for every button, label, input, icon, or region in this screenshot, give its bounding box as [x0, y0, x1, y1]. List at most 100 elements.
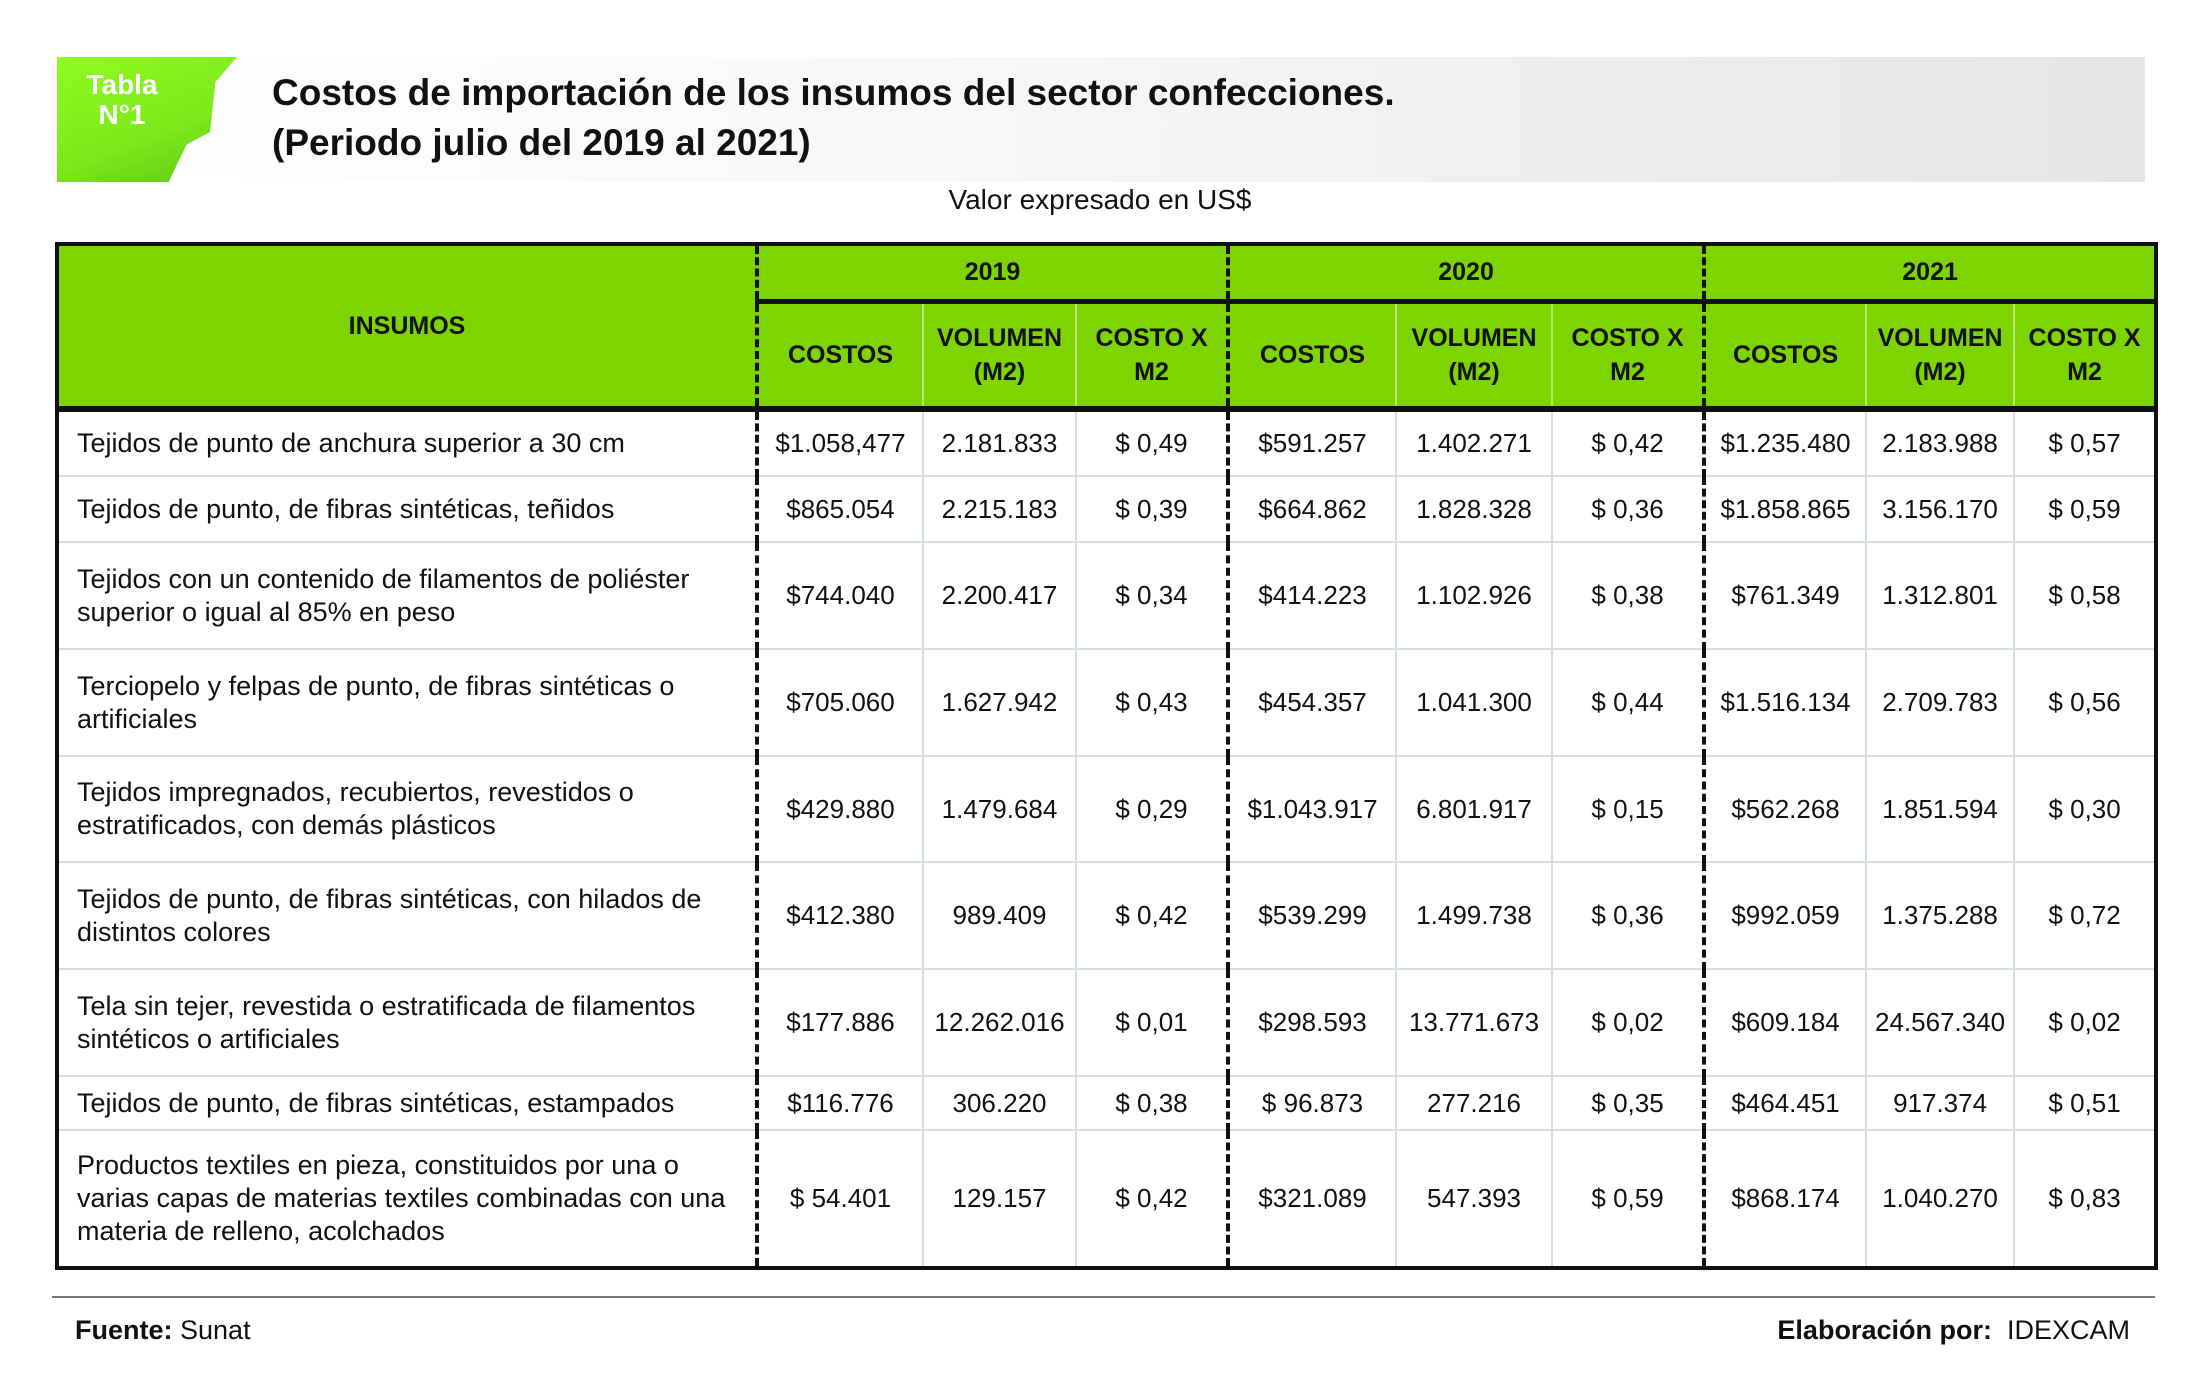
- source-label: Fuente:: [75, 1315, 173, 1345]
- subheader-line: (M2): [1914, 357, 1966, 386]
- insumo-cell: Tejidos de punto, de fibras sintéticas, …: [56, 1075, 758, 1131]
- value-cell-costos-2020: $664.862: [1226, 475, 1398, 543]
- value-cell-volumen-m2-2019: 989.409: [922, 861, 1077, 970]
- subheader-volumen-m2-2020: VOLUMEN (M2): [1395, 298, 1554, 412]
- value-cell-costo-x-m2-2021: $ 0,51: [2013, 1075, 2158, 1131]
- value-cell-costo-x-m2-2020: $ 0,38: [1551, 541, 1706, 650]
- badge-line2: N°1: [98, 99, 146, 130]
- subheader-line: M2: [2067, 357, 2102, 386]
- year-header-row: INSUMOS 2019 2020 2021: [56, 243, 2158, 412]
- value-cell-costo-x-m2-2020: $ 0,36: [1551, 475, 1706, 543]
- insumo-cell: Tejidos de punto, de fibras sintéticas, …: [56, 475, 758, 543]
- value-cell-costo-x-m2-2019: $ 0,42: [1074, 861, 1230, 970]
- costs-table: INSUMOS 2019 2020 2021 COSTOS VOLUMEN (M2) COST…: [55, 242, 2159, 1270]
- value-cell-costos-2020: $1.043.917: [1226, 755, 1398, 863]
- value-cell-volumen-m2-2021: 2.709.783: [1865, 648, 2016, 757]
- value-cell-costos-2019: $705.060: [755, 648, 924, 757]
- value-cell-costo-x-m2-2019: $ 0,42: [1074, 1129, 1230, 1269]
- table-row: Tejidos con un contenido de filamentos d…: [56, 541, 2158, 650]
- subheader-line: M2: [1134, 357, 1169, 386]
- value-cell-costos-2021: $1.858.865: [1702, 475, 1868, 543]
- value-cell-costos-2019: $865.054: [755, 475, 924, 543]
- value-cell-volumen-m2-2021: 1.312.801: [1865, 541, 2016, 650]
- made-by: Elaboración por: IDEXCAM: [1777, 1315, 2130, 1346]
- subheader-volumen-m2-2019: VOLUMEN (M2): [922, 298, 1077, 412]
- subheader-line: COSTOS: [787, 340, 894, 369]
- value-cell-costo-x-m2-2021: $ 0,58: [2013, 541, 2158, 650]
- subheader-line: COSTO X: [2028, 323, 2141, 352]
- value-cell-volumen-m2-2020: 1.102.926: [1395, 541, 1554, 650]
- table-row: Tejidos de punto, de fibras sintéticas, …: [56, 475, 2158, 543]
- value-cell-costo-x-m2-2020: $ 0,59: [1551, 1129, 1706, 1269]
- value-cell-volumen-m2-2019: 2.181.833: [922, 408, 1077, 477]
- subheader-costo-x-m2-2020: COSTO X M2: [1551, 298, 1706, 412]
- value-cell-volumen-m2-2020: 13.771.673: [1395, 968, 1554, 1077]
- insumo-cell: Tejidos impregnados, recubiertos, revest…: [56, 755, 758, 863]
- value-cell-volumen-m2-2021: 1.851.594: [1865, 755, 2016, 863]
- subheader-line: (M2): [973, 357, 1026, 386]
- value-cell-volumen-m2-2021: 3.156.170: [1865, 475, 2016, 543]
- insumo-cell: Tejidos de punto de anchura superior a 3…: [56, 408, 758, 477]
- subheader-costo-x-m2-2019: COSTO X M2: [1074, 298, 1230, 412]
- insumo-cell: Tela sin tejer, revestida o estratificad…: [56, 968, 758, 1077]
- value-cell-costos-2021: $992.059: [1702, 861, 1868, 970]
- title-line2: (Periodo julio del 2019 al 2021): [272, 122, 811, 163]
- insumo-cell: Tejidos de punto, de fibras sintéticas, …: [56, 861, 758, 970]
- value-cell-volumen-m2-2021: 917.374: [1865, 1075, 2016, 1131]
- table-row: Tejidos impregnados, recubiertos, revest…: [56, 755, 2158, 863]
- value-cell-costo-x-m2-2019: $ 0,49: [1074, 408, 1230, 477]
- value-cell-volumen-m2-2020: 547.393: [1395, 1129, 1554, 1269]
- table-row: Tejidos de punto, de fibras sintéticas, …: [56, 861, 2158, 970]
- value-cell-costo-x-m2-2021: $ 0,83: [2013, 1129, 2158, 1269]
- value-cell-costo-x-m2-2020: $ 0,42: [1551, 408, 1706, 477]
- value-cell-volumen-m2-2020: 1.828.328: [1395, 475, 1554, 543]
- table-row: Tejidos de punto, de fibras sintéticas, …: [56, 1075, 2158, 1131]
- insumo-cell: Terciopelo y felpas de punto, de fibras …: [56, 648, 758, 757]
- subheader-volumen-m2-2021: VOLUMEN (M2): [1865, 298, 2016, 412]
- value-cell-volumen-m2-2020: 6.801.917: [1395, 755, 1554, 863]
- table-badge-text: Tabla N°1: [62, 70, 182, 130]
- value-cell-costo-x-m2-2019: $ 0,01: [1074, 968, 1230, 1077]
- year-header-2019: 2019: [754, 243, 1230, 302]
- subheader-line: VOLUMEN: [1877, 323, 2003, 352]
- subheader-line: M2: [1610, 357, 1645, 386]
- value-cell-volumen-m2-2019: 129.157: [922, 1129, 1077, 1269]
- subheader-costo-x-m2-2021: COSTO X M2: [2013, 298, 2158, 412]
- value-cell-costos-2019: $744.040: [755, 541, 924, 650]
- value-cell-costos-2021: $1.516.134: [1702, 648, 1868, 757]
- value-cell-volumen-m2-2021: 1.040.270: [1865, 1129, 2016, 1269]
- value-cell-costos-2021: $761.349: [1702, 541, 1868, 650]
- source-value: Sunat: [180, 1315, 251, 1345]
- value-cell-costo-x-m2-2021: $ 0,57: [2013, 408, 2158, 477]
- value-cell-volumen-m2-2019: 12.262.016: [922, 968, 1077, 1077]
- value-cell-costo-x-m2-2019: $ 0,34: [1074, 541, 1230, 650]
- subheader-line: COSTOS: [1733, 340, 1839, 369]
- value-cell-volumen-m2-2019: 1.627.942: [922, 648, 1077, 757]
- badge-line1: Tabla: [86, 69, 158, 100]
- made-by-label: Elaboración por:: [1777, 1315, 1992, 1345]
- value-cell-costo-x-m2-2021: $ 0,56: [2013, 648, 2158, 757]
- value-cell-costos-2020: $321.089: [1226, 1129, 1398, 1269]
- source: Fuente: Sunat: [75, 1315, 251, 1346]
- value-cell-costo-x-m2-2020: $ 0,35: [1551, 1075, 1706, 1131]
- value-cell-costos-2020: $ 96.873: [1226, 1075, 1398, 1131]
- value-cell-costos-2019: $429.880: [755, 755, 924, 863]
- subheader-line: VOLUMEN: [937, 323, 1062, 352]
- value-cell-costos-2019: $116.776: [755, 1075, 924, 1131]
- made-by-value: IDEXCAM: [2006, 1315, 2130, 1345]
- year-header-2020: 2020: [1226, 243, 1706, 302]
- value-cell-costo-x-m2-2019: $ 0,39: [1074, 475, 1230, 543]
- subheader-line: COSTO X: [1095, 323, 1208, 352]
- subheader-costos-2021: COSTOS: [1702, 298, 1868, 412]
- insumos-header: INSUMOS: [56, 243, 758, 412]
- value-cell-costo-x-m2-2021: $ 0,02: [2013, 968, 2158, 1077]
- value-cell-costo-x-m2-2019: $ 0,38: [1074, 1075, 1230, 1131]
- value-cell-volumen-m2-2019: 2.200.417: [922, 541, 1077, 650]
- value-cell-costos-2019: $177.886: [755, 968, 924, 1077]
- subheader-line: COSTO X: [1571, 323, 1684, 352]
- subheader-costos-2019: COSTOS: [755, 298, 924, 412]
- insumo-cell: Tejidos con un contenido de filamentos d…: [56, 541, 758, 650]
- value-cell-costo-x-m2-2019: $ 0,43: [1074, 648, 1230, 757]
- value-cell-volumen-m2-2020: 1.402.271: [1395, 408, 1554, 477]
- value-cell-volumen-m2-2019: 1.479.684: [922, 755, 1077, 863]
